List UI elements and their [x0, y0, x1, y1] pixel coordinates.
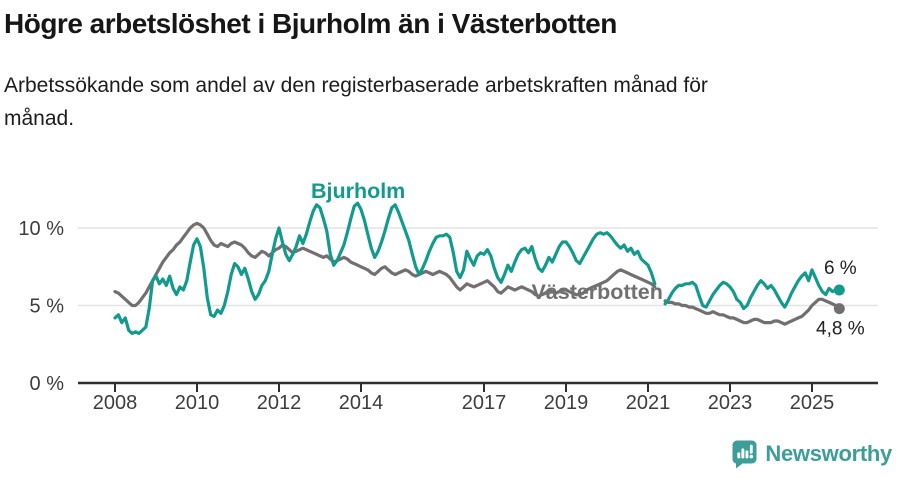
y-tick-label: 5 %	[30, 296, 65, 318]
vsterbotten-end-value-label: 4,8 %	[816, 319, 865, 340]
y-tick-label: 0 %	[30, 373, 65, 395]
x-tick-label: 2019	[544, 392, 589, 414]
x-tick-label: 2010	[175, 392, 220, 414]
x-tick-label: 2012	[257, 392, 302, 414]
newsworthy-logo: Newsworthy	[731, 439, 892, 469]
x-tick-label: 2017	[462, 392, 507, 414]
newsworthy-bubble-barchart-icon	[731, 439, 758, 469]
x-tick-label: 2014	[339, 392, 384, 414]
page-title: Högre arbetslöshet i Bjurholm än i Väste…	[4, 8, 617, 39]
y-tick-label: 10 %	[18, 218, 64, 240]
bjurholm-line	[113, 201, 841, 335]
x-tick-label: 2023	[708, 392, 753, 414]
x-tick-label: 2025	[790, 392, 835, 414]
x-tick-label: 2008	[93, 392, 138, 414]
vsterbotten-line	[113, 221, 841, 326]
x-tick-label: 2021	[626, 392, 671, 414]
vsterbotten-series-label: Västerbotten	[531, 280, 662, 304]
bjurholm-end-dot	[833, 284, 845, 296]
vsterbotten-end-dot	[833, 303, 845, 315]
bjurholm-end-value-label: 6 %	[824, 258, 857, 279]
chart-subtitle: Arbetssökande som andel av den registerb…	[4, 74, 708, 130]
brand-name: Newsworthy	[765, 441, 892, 466]
bjurholm-series-label: Bjurholm	[311, 179, 405, 203]
